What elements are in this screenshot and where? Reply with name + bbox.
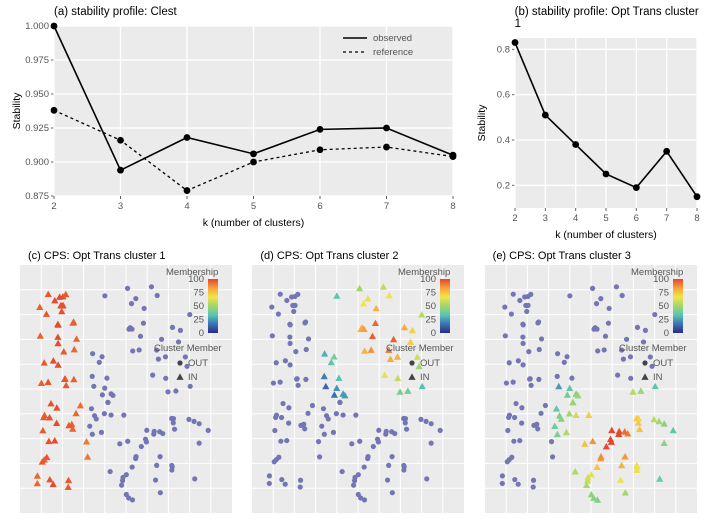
svg-text:3: 3 (118, 201, 123, 212)
svg-text:100: 100 (653, 274, 669, 285)
svg-text:OUT: OUT (188, 358, 208, 369)
svg-text:0: 0 (199, 328, 204, 339)
svg-text:Stability: Stability (476, 104, 488, 142)
panel-a-title: (a) stability profile: Clest (54, 6, 471, 18)
svg-text:0.6: 0.6 (496, 90, 509, 101)
panel-a-stability-clest: (a) stability profile: Clest 0.8750.9000… (6, 4, 471, 244)
svg-text:0.975: 0.975 (25, 55, 49, 66)
svg-text:Stability: Stability (11, 92, 23, 130)
svg-text:Cluster Member: Cluster Member (386, 343, 454, 354)
svg-text:5: 5 (603, 213, 608, 224)
svg-text:IN: IN (420, 372, 430, 383)
panel-e-plot: Membership1007550250Cluster MemberOUTIN (471, 263, 703, 521)
svg-text:IN: IN (188, 372, 198, 383)
svg-text:25: 25 (658, 315, 669, 326)
svg-text:0.8: 0.8 (496, 44, 509, 55)
svg-text:6: 6 (317, 201, 322, 212)
svg-text:25: 25 (426, 315, 437, 326)
panel-b-plot: 0.2 0.4 0.6 0.8 2 3 4 5 6 7 8 k (number of clusters… (471, 32, 703, 244)
svg-text:7: 7 (384, 201, 389, 212)
svg-text:k (number of clusters): k (number of clusters) (555, 229, 657, 241)
svg-text:8: 8 (450, 201, 455, 212)
svg-text:50: 50 (193, 301, 204, 312)
svg-text:75: 75 (426, 288, 437, 299)
panel-d-title: (d) CPS: Opt Trans cluster 2 (260, 250, 470, 262)
svg-text:2: 2 (51, 201, 56, 212)
svg-text:0.2: 0.2 (496, 180, 509, 191)
svg-text:3: 3 (542, 213, 547, 224)
svg-text:Cluster Member: Cluster Member (154, 343, 222, 354)
panel-d-cps2: (d) CPS: Opt Trans cluster 2 Membership1… (238, 244, 470, 521)
svg-text:50: 50 (426, 301, 437, 312)
svg-text:2: 2 (512, 213, 517, 224)
svg-text:4: 4 (184, 201, 189, 212)
svg-text:0.925: 0.925 (25, 123, 49, 134)
svg-text:100: 100 (188, 274, 204, 285)
svg-text:observed: observed (373, 33, 412, 44)
panel-c-title: (c) CPS: Opt Trans cluster 1 (28, 250, 238, 262)
svg-text:75: 75 (658, 288, 669, 299)
panel-e-title: (e) CPS: Opt Trans cluster 3 (493, 250, 703, 262)
svg-text:IN: IN (653, 372, 663, 383)
svg-text:0: 0 (663, 328, 668, 339)
svg-text:50: 50 (658, 301, 669, 312)
svg-text:5: 5 (251, 201, 256, 212)
svg-text:100: 100 (420, 274, 436, 285)
svg-text:1.000: 1.000 (25, 21, 49, 32)
svg-text:OUT: OUT (420, 358, 440, 369)
svg-text:0.875: 0.875 (25, 191, 49, 202)
svg-text:7: 7 (664, 213, 669, 224)
svg-text:25: 25 (193, 315, 204, 326)
svg-text:4: 4 (573, 213, 578, 224)
panel-b-stability-opt-trans: (b) stability profile: Opt Trans cluster… (471, 4, 703, 244)
svg-text:6: 6 (633, 213, 638, 224)
svg-text:0.950: 0.950 (25, 89, 49, 100)
panel-e-cps3: (e) CPS: Opt Trans cluster 3 Membership1… (471, 244, 703, 521)
svg-text:8: 8 (694, 213, 699, 224)
panel-d-plot: Membership1007550250Cluster MemberOUTIN (238, 263, 470, 521)
svg-text:0: 0 (431, 328, 436, 339)
svg-text:k (number of clusters): k (number of clusters) (203, 217, 305, 229)
svg-text:reference: reference (373, 47, 413, 58)
svg-text:75: 75 (193, 288, 204, 299)
svg-text:0.900: 0.900 (25, 157, 49, 168)
panel-c-plot: Membership1007550250Cluster MemberOUTIN (6, 263, 238, 521)
svg-text:0.4: 0.4 (496, 135, 509, 146)
svg-text:OUT: OUT (653, 358, 673, 369)
panel-c-cps1: (c) CPS: Opt Trans cluster 1 Membership1… (6, 244, 238, 521)
panel-b-title: (b) stability profile: Opt Trans cluster… (515, 6, 703, 30)
svg-text:Cluster Member: Cluster Member (619, 343, 687, 354)
panel-a-plot: 0.875 0.900 0.925 0.950 0.975 1.000 2 3 4 5 6 7 8 k (… (6, 20, 461, 232)
